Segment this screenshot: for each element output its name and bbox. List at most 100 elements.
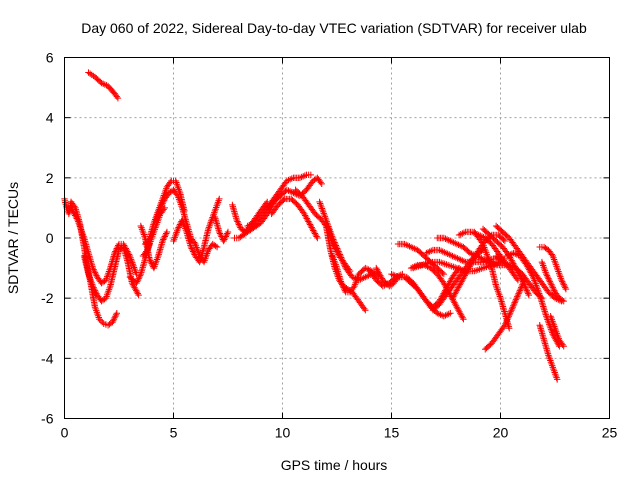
data-point-fill xyxy=(512,296,520,303)
data-point-fill xyxy=(339,257,346,264)
data-point-fill xyxy=(91,269,99,276)
data-point-fill xyxy=(559,341,566,348)
data-point-fill xyxy=(115,242,122,249)
data-point-fill xyxy=(340,260,347,267)
data-point-fill xyxy=(334,246,342,254)
x-tick-label: 10 xyxy=(275,425,291,441)
data-point-fill xyxy=(507,308,514,315)
data-point-fill xyxy=(539,301,546,309)
data-point-fill xyxy=(519,281,526,288)
data-point-fill xyxy=(163,230,170,237)
data-point-fill xyxy=(504,316,511,323)
data-point xyxy=(224,228,232,236)
data-point xyxy=(501,237,509,245)
series-arc-20 xyxy=(316,198,376,284)
data-point xyxy=(135,291,142,299)
data-point xyxy=(514,291,522,299)
data-point-fill xyxy=(523,287,531,294)
series-arc-05 xyxy=(80,243,142,305)
data-point-fill xyxy=(516,288,523,296)
data-point-fill xyxy=(513,294,520,302)
series-arc-44 xyxy=(547,313,567,350)
data-point-fill xyxy=(145,236,152,243)
data-point-fill xyxy=(548,282,556,290)
data-point-fill xyxy=(234,219,242,227)
data-point-fill xyxy=(519,279,527,287)
data-point-fill xyxy=(537,293,544,300)
data-point xyxy=(508,307,515,314)
data-point-fill xyxy=(541,308,548,315)
data-point-fill xyxy=(361,305,368,312)
data-point xyxy=(362,307,369,314)
data-point xyxy=(307,171,315,179)
data-point-fill xyxy=(529,272,536,279)
data-point-fill xyxy=(523,285,530,293)
data-point xyxy=(506,325,513,332)
data-point-fill xyxy=(516,287,524,294)
data-point-fill xyxy=(157,203,165,210)
data-point-fill xyxy=(542,311,549,318)
data-point-fill xyxy=(341,261,348,269)
data-point-fill xyxy=(515,290,522,297)
data-point-fill xyxy=(212,242,219,250)
x-tick-label: 15 xyxy=(384,425,400,441)
data-point-fill xyxy=(339,282,347,290)
data-point-fill xyxy=(109,317,117,324)
data-point xyxy=(157,204,164,212)
data-point-fill xyxy=(341,285,348,293)
data-point xyxy=(220,237,227,245)
series-arc-33 xyxy=(449,231,509,302)
y-tick-label: 0 xyxy=(46,230,54,246)
data-point xyxy=(89,264,97,272)
data-point-fill xyxy=(159,200,166,207)
data-point-fill xyxy=(147,258,155,266)
data-point-fill xyxy=(92,288,99,296)
y-tick-label: -6 xyxy=(41,411,54,427)
data-point-fill xyxy=(548,281,555,288)
data-point-fill xyxy=(548,251,555,258)
x-tick-label: 20 xyxy=(493,425,509,441)
data-point-fill xyxy=(537,295,544,302)
data-point-fill xyxy=(510,302,517,309)
x-axis-label: GPS time / hours xyxy=(281,457,388,473)
data-point xyxy=(133,279,140,287)
series-arc-37 xyxy=(482,276,528,353)
data-point-fill xyxy=(91,267,98,275)
data-point-fill xyxy=(559,279,567,287)
data-point-fill xyxy=(160,198,167,206)
data-point-fill xyxy=(135,275,142,282)
data-point-fill xyxy=(221,236,228,243)
series-arc-01 xyxy=(85,69,122,102)
data-point-fill xyxy=(538,298,545,305)
x-tick-label: 5 xyxy=(170,425,178,441)
data-point-fill xyxy=(234,218,241,225)
data-point-fill xyxy=(217,231,224,239)
data-point-fill xyxy=(216,230,224,237)
data-point-fill xyxy=(542,309,549,317)
data-point-fill xyxy=(158,201,166,209)
data-point xyxy=(547,279,554,287)
data-point xyxy=(525,291,533,299)
data-point-fill xyxy=(221,234,229,242)
y-tick-label: 6 xyxy=(46,50,54,66)
data-point-fill xyxy=(313,233,320,240)
data-point xyxy=(233,216,240,224)
data-point-fill xyxy=(541,306,548,313)
data-points xyxy=(61,69,570,383)
data-point-fill xyxy=(502,319,510,326)
data-point xyxy=(109,319,116,326)
data-point-fill xyxy=(134,276,142,284)
data-point-fill xyxy=(136,272,144,279)
data-point-fill xyxy=(560,281,567,288)
data-point-fill xyxy=(332,242,340,249)
data-point-fill xyxy=(110,316,118,323)
data-point-fill xyxy=(510,300,518,308)
data-point xyxy=(560,297,567,305)
data-point-fill xyxy=(91,285,98,293)
data-point-fill xyxy=(336,251,344,258)
data-point-fill xyxy=(505,313,512,320)
data-point-fill xyxy=(224,230,231,237)
data-point-fill xyxy=(439,269,446,277)
data-point xyxy=(216,195,223,203)
